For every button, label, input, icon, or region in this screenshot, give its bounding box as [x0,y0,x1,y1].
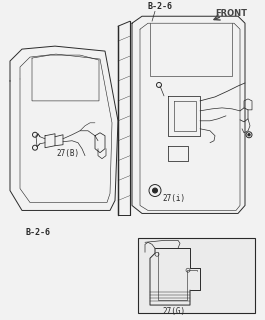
Text: FRONT: FRONT [215,9,247,18]
Bar [138,238,255,313]
Text: 27(B): 27(B) [56,149,79,158]
Text: B-2-6: B-2-6 [25,228,50,237]
Circle shape [248,133,250,136]
Text: 27(i): 27(i) [162,194,185,203]
Text: 27(G): 27(G) [162,307,185,316]
Text: B-2-6: B-2-6 [148,2,173,11]
Circle shape [152,188,157,193]
